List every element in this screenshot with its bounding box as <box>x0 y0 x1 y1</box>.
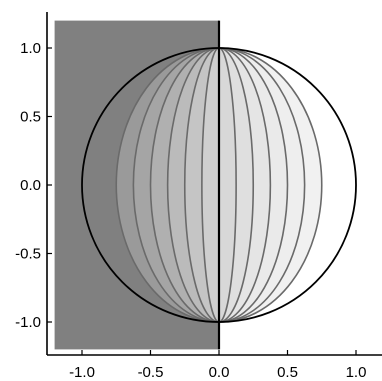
x-tick-label-3: 0.5 <box>277 364 298 381</box>
axes: -1.0 -0.5 0.0 0.5 1.0 -1.0 -0.5 0.0 0.5 1.0 <box>15 12 382 381</box>
x-tick-label-4: 1.0 <box>346 364 367 381</box>
x-tick-label-0: -1.0 <box>69 364 95 381</box>
x-tick-label-2: 0.0 <box>209 364 230 381</box>
lens-curve-11 <box>218 47 237 323</box>
y-tick-label-3: 0.5 <box>20 109 41 126</box>
y-tick-label-4: 1.0 <box>20 40 41 57</box>
lens-curve-5 <box>201 47 220 323</box>
y-tick-label-1: -0.5 <box>15 246 41 263</box>
plot-area <box>54 20 357 350</box>
y-tick-label-2: 0.0 <box>20 177 41 194</box>
x-tick-label-1: -0.5 <box>138 364 164 381</box>
y-tick-label-0: -1.0 <box>15 314 41 331</box>
